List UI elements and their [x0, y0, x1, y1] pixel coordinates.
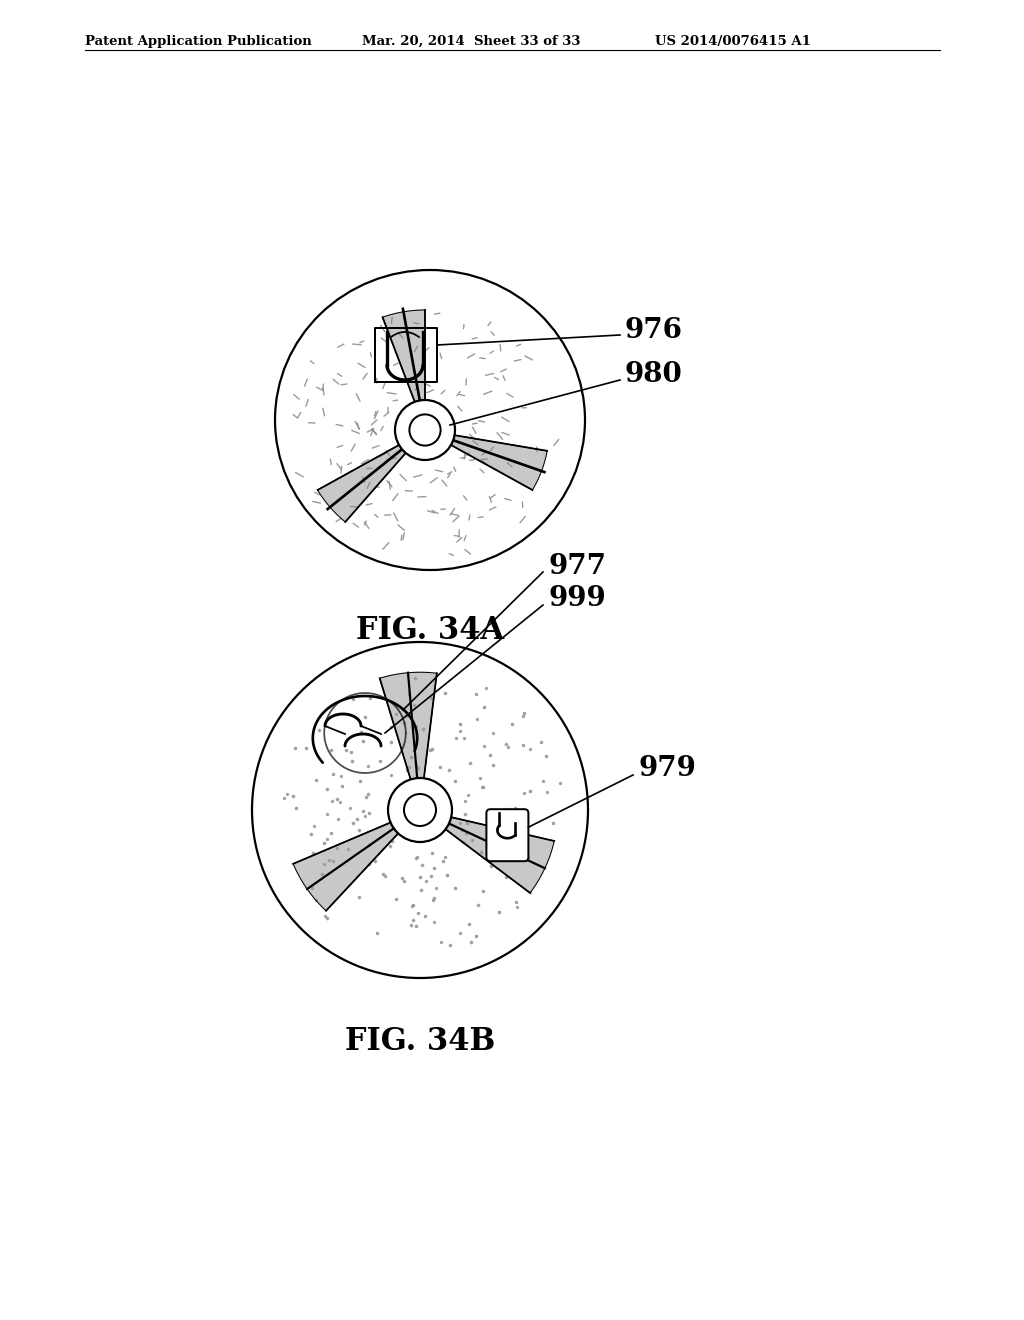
Circle shape [388, 777, 452, 842]
Text: 977: 977 [548, 553, 606, 579]
Polygon shape [383, 310, 425, 401]
Text: 999: 999 [548, 586, 606, 612]
Text: 980: 980 [625, 362, 683, 388]
Text: 976: 976 [625, 317, 683, 343]
Text: Mar. 20, 2014  Sheet 33 of 33: Mar. 20, 2014 Sheet 33 of 33 [362, 36, 581, 48]
Text: FIG. 34B: FIG. 34B [345, 1026, 496, 1057]
FancyBboxPatch shape [486, 809, 528, 861]
Ellipse shape [275, 271, 585, 570]
Text: FIG. 34A: FIG. 34A [356, 615, 504, 645]
Text: 979: 979 [638, 755, 696, 783]
Circle shape [410, 414, 440, 446]
Polygon shape [317, 445, 406, 521]
Polygon shape [451, 436, 547, 490]
Circle shape [404, 795, 436, 826]
Polygon shape [445, 817, 554, 892]
Text: Patent Application Publication: Patent Application Publication [85, 36, 311, 48]
Polygon shape [293, 822, 398, 911]
Text: US 2014/0076415 A1: US 2014/0076415 A1 [655, 36, 811, 48]
Circle shape [395, 400, 455, 459]
Circle shape [252, 642, 588, 978]
Polygon shape [380, 672, 437, 779]
